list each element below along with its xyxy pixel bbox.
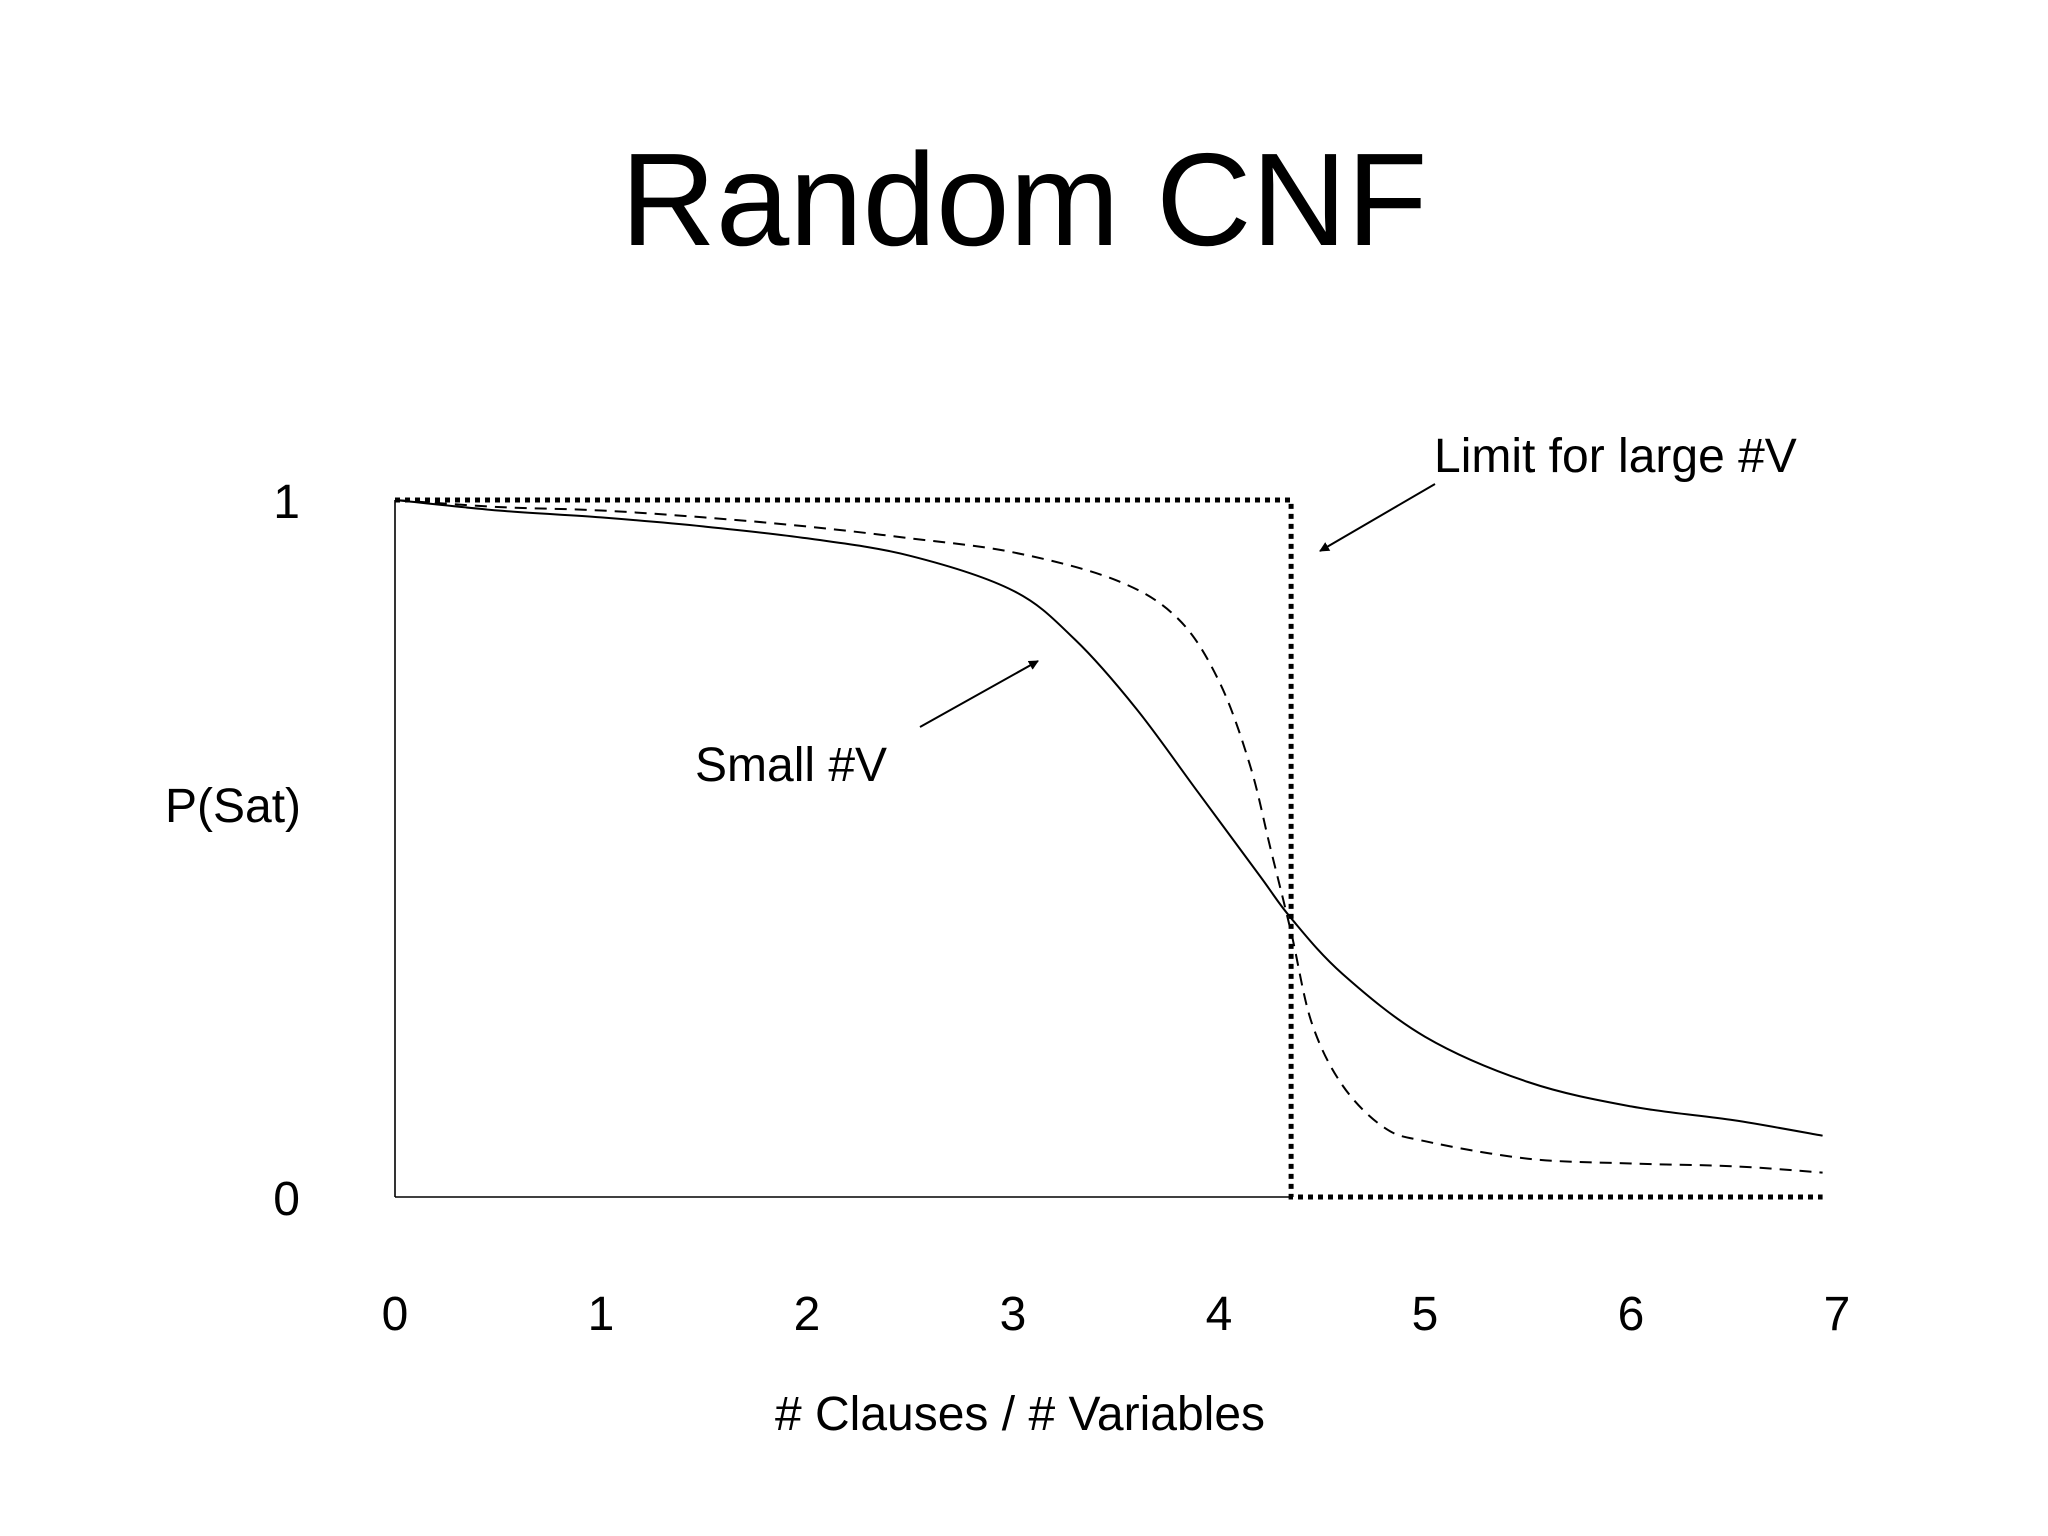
series-line-dashed — [394, 499, 1823, 1174]
x-tick-label: 6 — [1618, 1288, 1645, 1341]
x-tick-label: 5 — [1412, 1288, 1439, 1341]
chart-title: Random CNF — [620, 126, 1428, 273]
x-tick-label: 4 — [1206, 1288, 1233, 1341]
x-tick-label: 7 — [1824, 1288, 1851, 1341]
annotation-label-large-v: Limit for large #V — [1434, 430, 1797, 483]
y-tick-label: 1 — [273, 476, 300, 529]
annotation-arrow-large-v — [1319, 483, 1436, 552]
annotation-label-small-v: Small #V — [695, 739, 887, 792]
x-tick-label: 3 — [1000, 1288, 1027, 1341]
x-tick-label: 0 — [382, 1288, 409, 1341]
series-line-dotted — [395, 497, 1823, 1200]
x-axis-label: # Clauses / # Variables — [775, 1388, 1265, 1441]
series-line-solid — [394, 499, 1823, 1137]
x-tick-label: 1 — [588, 1288, 615, 1341]
x-tick-label: 2 — [794, 1288, 821, 1341]
annotation-arrow-small-v — [919, 660, 1039, 728]
y-tick-label: 0 — [273, 1173, 300, 1226]
y-axis-label: P(Sat) — [165, 780, 301, 833]
